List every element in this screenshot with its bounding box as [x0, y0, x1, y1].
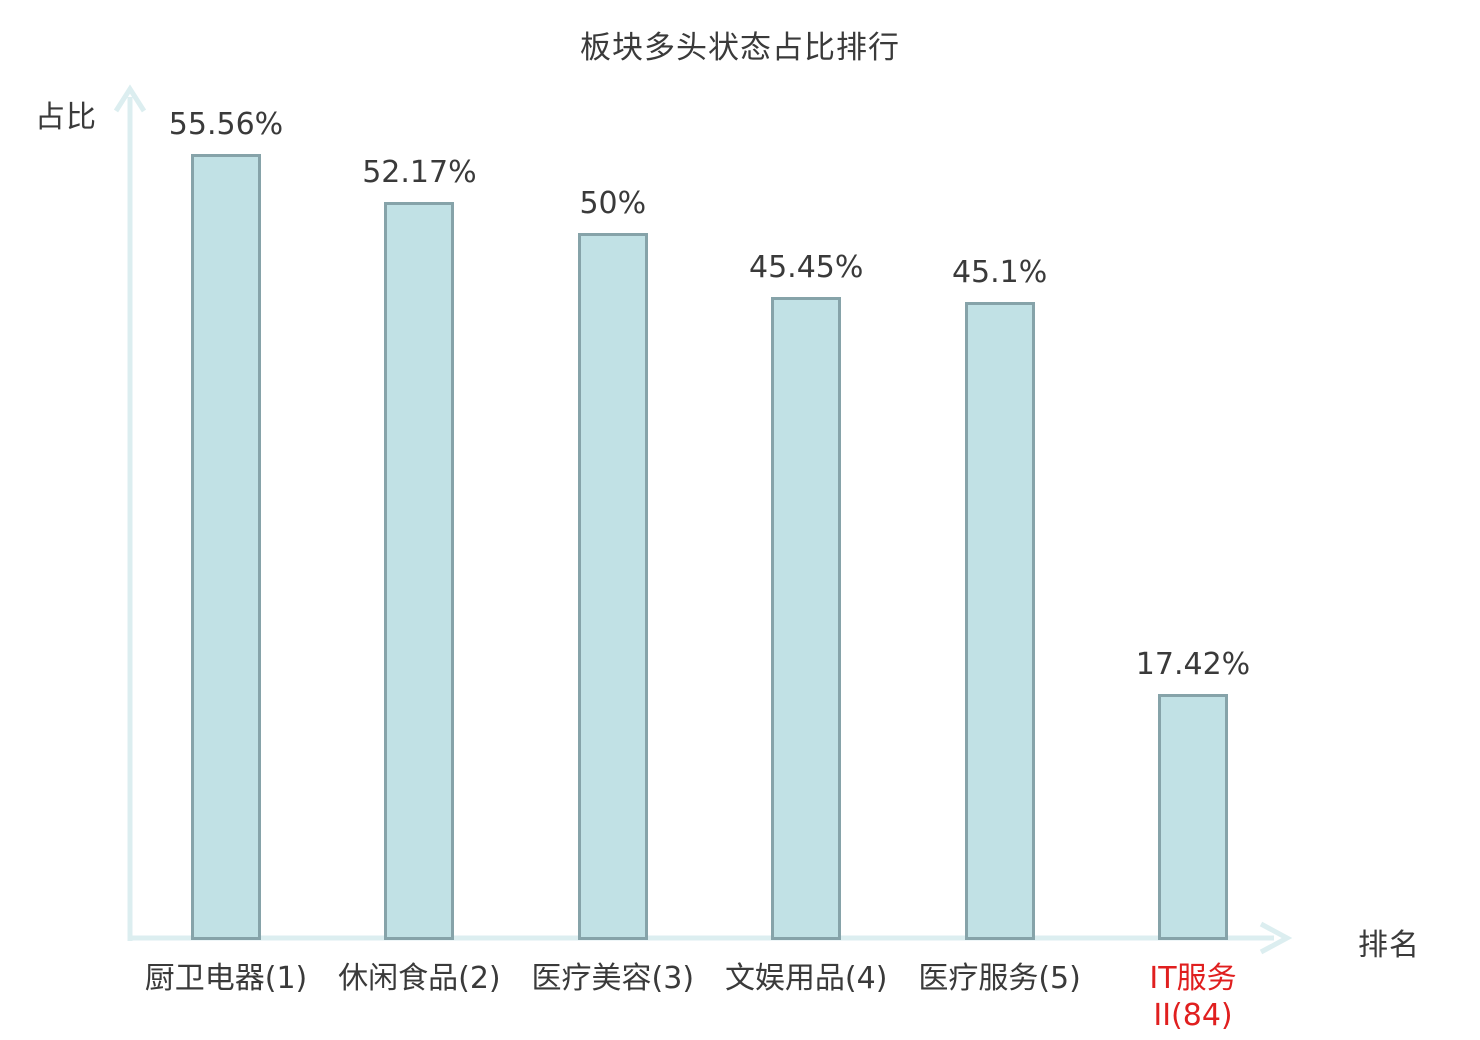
category-label-line: 医疗服务(5)	[918, 961, 1081, 996]
category-label: 休闲食品(2)	[303, 960, 535, 997]
category-label: 医疗服务(5)	[884, 960, 1116, 997]
bar-value-label: 50%	[579, 186, 647, 221]
bar-value-label: 55.56%	[168, 107, 284, 142]
category-label-line: IT服务	[1149, 961, 1237, 996]
category-label-line: 休闲食品(2)	[338, 961, 501, 996]
x-axis-label: 排名	[1358, 928, 1420, 963]
category-label-line: 厨卫电器(1)	[144, 961, 308, 996]
bar-6	[1158, 694, 1228, 940]
bar-value-label: 17.42%	[1135, 647, 1251, 682]
bar-1	[191, 154, 261, 940]
chart-title: 板块多头状态占比排行	[580, 30, 900, 66]
category-label: 文娱用品(4)	[690, 960, 922, 997]
y-axis-label: 占比	[35, 100, 97, 135]
category-label: 医疗美容(3)	[497, 960, 729, 997]
bar-2	[384, 202, 455, 940]
category-label-line: 医疗美容(3)	[531, 961, 695, 996]
category-label: 厨卫电器(1)	[110, 960, 342, 997]
bar-value-label: 45.45%	[748, 250, 864, 285]
bar-5	[964, 302, 1035, 940]
category-label: IT服务 II(84)	[1077, 960, 1309, 1034]
bar-3	[577, 233, 648, 940]
bar-4	[771, 297, 842, 940]
bar-value-label: 52.17%	[362, 155, 477, 190]
bar-value-label: 45.1%	[951, 255, 1048, 290]
category-label-line: 文娱用品(4)	[724, 961, 888, 996]
category-label-line: II(84)	[1153, 998, 1233, 1033]
